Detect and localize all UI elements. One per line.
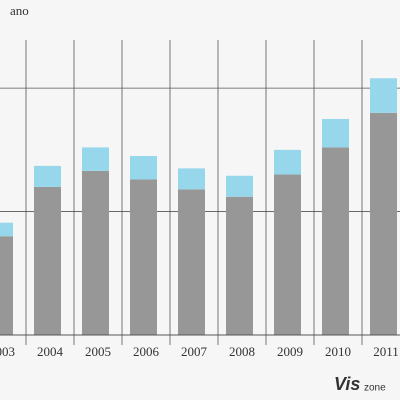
bar-segment: [274, 149, 301, 175]
watermark: Vis: [334, 374, 360, 394]
bar-segment: [82, 170, 109, 335]
bar-segment: [226, 196, 253, 335]
x-tick-label: 2008: [229, 344, 255, 359]
bar-segment: [130, 156, 157, 180]
bar-segment: [370, 78, 397, 113]
x-tick-label: 2007: [181, 344, 208, 359]
bar-segment: [130, 179, 157, 335]
bar-segment: [178, 189, 205, 335]
bar-segment: [0, 236, 13, 335]
bar-segment: [178, 168, 205, 190]
bar-segment: [82, 147, 109, 171]
bar-segment: [274, 174, 301, 335]
x-tick-label: 2004: [37, 344, 64, 359]
x-tick-label: 2011: [373, 344, 399, 359]
bar-segment: [226, 175, 253, 197]
x-tick-label: 2010: [325, 344, 351, 359]
x-tick-label: 2006: [133, 344, 160, 359]
bar-segment: [322, 118, 349, 148]
bar-segment: [0, 222, 13, 237]
watermark-sub: zone: [364, 383, 386, 394]
x-tick-label: 2005: [85, 344, 111, 359]
bar-segment: [34, 186, 61, 335]
x-tick-label: 2003: [0, 344, 15, 359]
bar-segment: [370, 112, 397, 335]
chart-title: ano: [10, 3, 29, 18]
bar-segment: [34, 165, 61, 187]
bar-segment: [322, 147, 349, 335]
x-tick-label: 2009: [277, 344, 303, 359]
